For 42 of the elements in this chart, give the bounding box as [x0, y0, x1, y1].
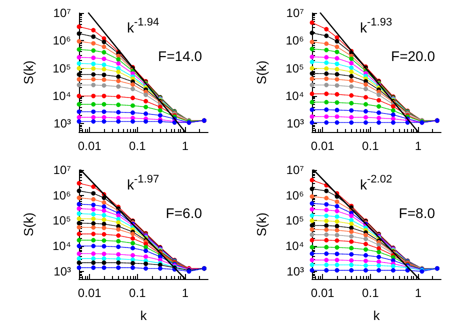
x-tick-label: 0.1 — [362, 139, 380, 153]
y-tick-label: 10³ — [54, 264, 72, 278]
y-tick-label: 10⁴ — [52, 89, 71, 104]
x-tick-label: 0.1 — [129, 139, 146, 153]
x-tick-label: 1 — [182, 286, 189, 300]
y-tick-label: 10⁶ — [52, 188, 72, 202]
y-tick-label: 10⁵ — [286, 214, 304, 228]
x-tick-label: 0.01 — [310, 139, 335, 153]
y-tick-label: 10⁶ — [286, 34, 304, 48]
y-axis-title: S(k) — [21, 60, 36, 84]
x-tick-label: 0.1 — [129, 286, 146, 300]
annotation: F=6.0 — [166, 205, 202, 221]
x-tick-label: 0.1 — [362, 286, 380, 300]
y-tick-label: 10⁶ — [52, 34, 72, 48]
x-tick-label: 1 — [414, 139, 422, 153]
y-tick-label: 10⁷ — [286, 6, 304, 20]
y-tick-label: 10⁶ — [286, 188, 304, 202]
x-tick-label: 1 — [182, 139, 189, 153]
x-tick-label: 1 — [414, 286, 422, 300]
annotation: F=8.0 — [398, 205, 436, 221]
x-tick-label: 0.01 — [310, 286, 335, 300]
y-axis-title: S(k) — [21, 212, 36, 236]
annotation: F=20.0 — [391, 48, 436, 64]
y-tick-label: 10³ — [54, 116, 72, 131]
y-tick-label: 10⁷ — [53, 6, 71, 20]
y-tick-label: 10⁷ — [53, 163, 71, 177]
y-tick-label: 10⁵ — [52, 214, 72, 228]
x-tick-label: 0.01 — [78, 286, 102, 300]
y-tick-label: 10⁴ — [52, 239, 71, 254]
y-tick-label: 10³ — [286, 116, 304, 131]
x-axis-title: k — [140, 308, 148, 323]
y-tick-label: 10⁴ — [285, 89, 304, 104]
y-tick-label: 10⁴ — [285, 239, 304, 254]
x-tick-label: 0.01 — [78, 139, 102, 153]
x-axis-title: k — [373, 308, 380, 323]
y-axis-title: S(k) — [254, 60, 269, 84]
annotation: F=14.0 — [158, 48, 202, 64]
y-tick-label: 10³ — [286, 264, 304, 278]
y-tick-label: 10⁷ — [286, 163, 304, 177]
y-tick-label: 10⁵ — [52, 61, 72, 76]
y-tick-label: 10⁵ — [286, 61, 304, 76]
y-axis-title: S(k) — [254, 212, 269, 236]
